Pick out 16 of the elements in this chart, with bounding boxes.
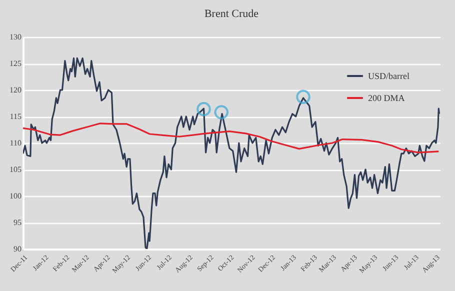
y-tick-label: 115 [10, 112, 22, 121]
y-tick-label: 120 [10, 86, 22, 94]
chart-title: Brent Crude [204, 8, 259, 20]
y-tick-label: 90 [14, 244, 22, 254]
legend-label: USD/barrel [368, 71, 410, 81]
y-tick-label: 100 [10, 192, 22, 200]
y-tick-label: 125 [10, 59, 22, 68]
point [296, 90, 310, 104]
legend-label: 200 DMA [368, 93, 406, 103]
point [214, 105, 228, 120]
y-tick-label: 110 [10, 138, 22, 148]
y-tick-label: 105 [10, 165, 22, 174]
y-tick-label: 95 [14, 218, 22, 227]
y-tick-label: 130 [10, 32, 22, 42]
line-series [23, 122, 440, 154]
point [196, 102, 211, 116]
